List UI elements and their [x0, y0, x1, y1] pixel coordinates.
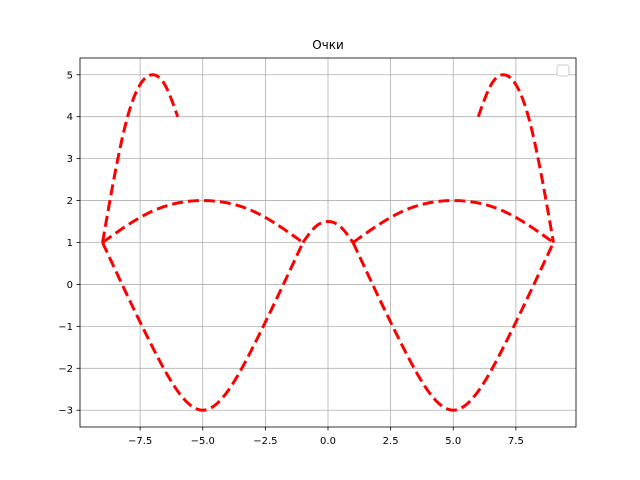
chart-title: Очки [312, 38, 344, 52]
series-line [476, 73, 555, 243]
y-tick-label: −3 [58, 406, 73, 417]
y-tick-label: −1 [58, 322, 73, 333]
y-tick-label: 0 [67, 280, 73, 291]
series-line [301, 220, 355, 244]
y-tick-label: 5 [67, 70, 73, 81]
x-tick-label: 5.0 [445, 436, 461, 447]
series-layer [101, 73, 555, 412]
y-tick-label: 4 [67, 112, 73, 123]
x-tick-label: −7.5 [128, 436, 152, 447]
y-tick-label: 1 [67, 238, 73, 249]
y-tick-label: −2 [58, 364, 73, 375]
x-tick-label: −2.5 [253, 436, 277, 447]
x-axis: −7.5 −5.0 −2.5 0.0 2.5 5.0 7.5 [128, 427, 524, 447]
y-tick-label: 3 [67, 154, 73, 165]
x-tick-label: 7.5 [508, 436, 524, 447]
x-tick-label: 2.5 [383, 436, 399, 447]
y-axis: −3 −2 −1 0 1 2 3 4 5 [58, 70, 80, 417]
x-tick-label: 0.0 [320, 436, 336, 447]
x-tick-label: −5.0 [191, 436, 215, 447]
series-line [101, 73, 180, 243]
series-line [101, 199, 304, 244]
series-line [101, 241, 305, 412]
y-tick-label: 2 [67, 196, 73, 207]
series-line [352, 199, 555, 244]
legend [556, 64, 570, 77]
series-line [351, 241, 555, 412]
grid [80, 58, 576, 427]
